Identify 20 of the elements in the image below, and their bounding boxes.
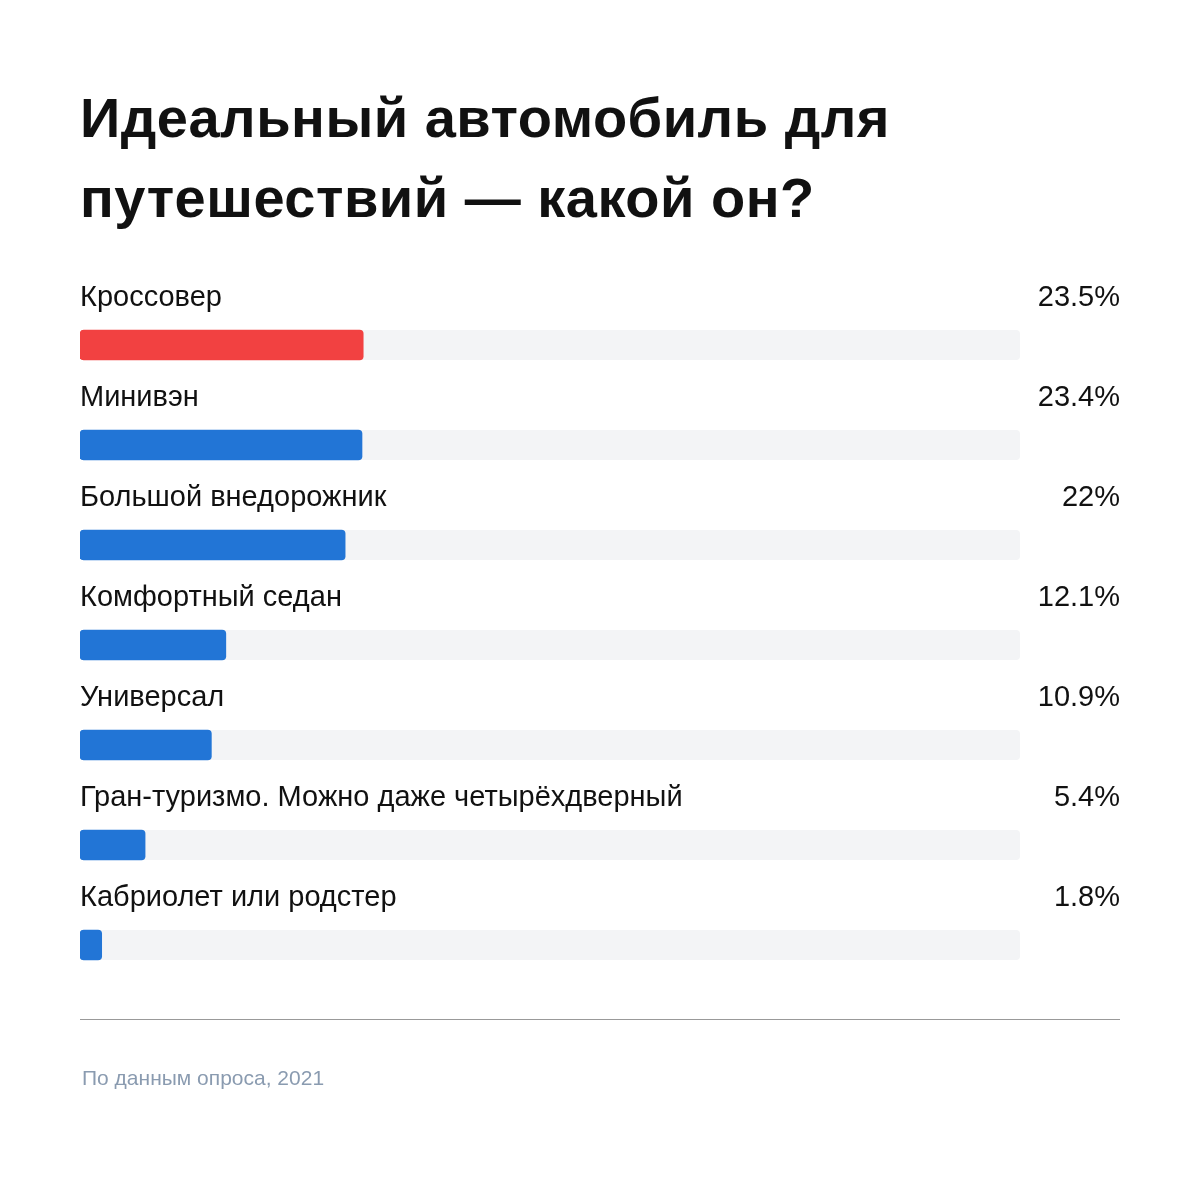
bar	[80, 929, 103, 961]
bar	[80, 729, 212, 761]
data-label: 5.4%	[1053, 780, 1120, 812]
y-tick-label: Комфортный седан	[80, 580, 342, 612]
bar	[80, 629, 227, 661]
data-label: 1.8%	[1053, 880, 1120, 912]
data-label: 22%	[1061, 480, 1120, 512]
bar	[80, 829, 146, 861]
data-label: 23.5%	[1037, 280, 1120, 312]
data-label: 23.4%	[1037, 380, 1120, 412]
data-label: 12.1%	[1037, 580, 1120, 612]
chart-title: Идеальный автомобиль для путешествий — какой он?	[80, 85, 891, 231]
y-tick-label: Кроссовер	[80, 280, 222, 312]
y-tick-label: Кабриолет или родстер	[80, 880, 397, 912]
data-label: 10.9%	[1037, 680, 1120, 712]
y-tick-label: Гран-туризмо. Можно даже четырёхдверный	[80, 780, 683, 812]
y-tick-label: Универсал	[80, 680, 225, 712]
text: По данным опроса, 2021	[82, 1066, 325, 1090]
y-tick-label: Минивэн	[80, 380, 199, 412]
y-tick-label: Большой внедорожник	[80, 480, 387, 512]
